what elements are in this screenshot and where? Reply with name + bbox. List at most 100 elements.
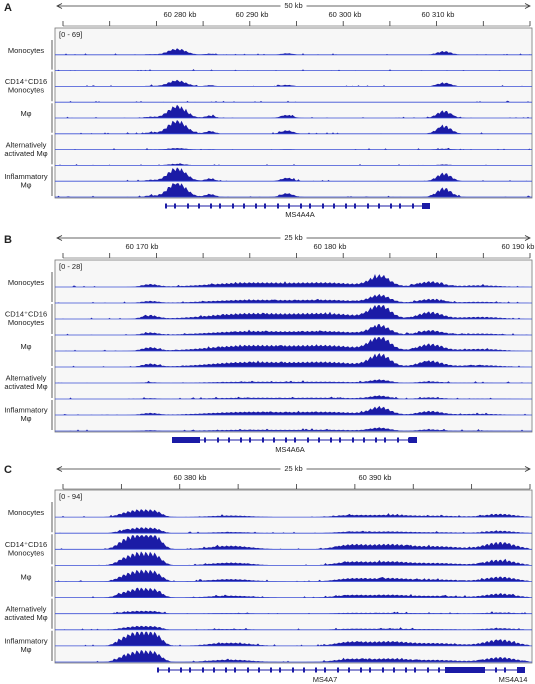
coverage-track — [57, 551, 530, 566]
coverage-track — [57, 324, 530, 335]
exon — [309, 203, 311, 209]
ruler-label: 60 310 kb — [422, 10, 455, 19]
exon — [213, 667, 215, 673]
exon — [384, 437, 386, 443]
ruler-label: 60 390 kb — [359, 473, 392, 482]
ruler-arrows — [56, 235, 531, 241]
ruler-arrows — [56, 466, 531, 472]
exon — [292, 667, 294, 673]
exon — [315, 667, 317, 673]
exon — [307, 437, 309, 443]
coverage-track — [57, 509, 530, 518]
gene-name: MS4A7 — [313, 675, 338, 684]
group-label: Mφ — [20, 572, 31, 581]
exon — [243, 203, 245, 209]
group-label: Alternatively — [6, 140, 47, 149]
data-range: [0 - 69] — [59, 30, 82, 39]
group-label: Inflammatory — [4, 406, 48, 415]
scale-bg — [280, 464, 307, 474]
exon — [294, 437, 296, 443]
exon — [189, 667, 191, 673]
group-label: Monocytes — [8, 86, 45, 95]
exon — [354, 203, 356, 209]
panel-label: C — [4, 464, 12, 476]
coverage-track — [57, 353, 530, 367]
coverage-track — [57, 48, 530, 55]
exon — [277, 203, 279, 209]
group-label: Mφ — [20, 180, 31, 189]
group-label: activated Mφ — [4, 382, 47, 391]
exon — [187, 203, 189, 209]
exon — [279, 667, 281, 673]
exon — [495, 667, 497, 673]
coverage-track — [57, 587, 530, 598]
group-label: Monocytes — [8, 46, 45, 55]
ruler-arrows — [56, 3, 531, 9]
group-label: Alternatively — [6, 374, 47, 383]
gene-name: MS4A6A — [275, 445, 305, 454]
exon — [333, 203, 335, 209]
exon — [285, 437, 287, 443]
group-label: Mφ — [20, 109, 31, 118]
scale-bg — [280, 233, 307, 243]
exon — [174, 203, 176, 209]
coverage-track — [57, 163, 530, 166]
group-label: CD14⁺CD16 — [5, 310, 47, 319]
exon — [390, 203, 392, 209]
group-label: Monocytes — [8, 549, 45, 558]
group-label: Monocytes — [8, 278, 45, 287]
coverage-track — [57, 147, 530, 150]
scale-bg — [280, 1, 307, 11]
gene-name: MS4A14 — [499, 675, 528, 684]
exon — [273, 437, 275, 443]
group-label: activated Mφ — [4, 149, 47, 158]
exon — [517, 667, 525, 673]
coverage-track — [57, 293, 530, 303]
exon — [232, 203, 234, 209]
exon — [409, 437, 417, 443]
exon — [352, 437, 354, 443]
exon — [382, 667, 384, 673]
coverage-track — [57, 535, 530, 550]
group-label: Inflammatory — [4, 172, 48, 181]
exon — [330, 437, 332, 443]
ruler-label: 60 180 kb — [314, 242, 347, 251]
ruler-label: 60 380 kb — [174, 473, 207, 482]
exon — [228, 437, 230, 443]
exon — [367, 203, 369, 209]
data-range: [0 - 94] — [59, 492, 82, 501]
exon — [255, 203, 257, 209]
exon — [414, 667, 416, 673]
exon — [393, 667, 395, 673]
exon — [397, 437, 399, 443]
ruler-label: 60 170 kb — [126, 242, 159, 251]
coverage-track — [57, 274, 530, 287]
coverage-track — [57, 631, 530, 646]
ruler-label: 60 300 kb — [329, 10, 362, 19]
ruler-label: 60 190 kb — [502, 242, 535, 251]
exon — [264, 203, 266, 209]
group-label: CD14⁺CD16 — [5, 77, 47, 86]
exon — [180, 667, 182, 673]
ruler-label: 60 290 kb — [236, 10, 269, 19]
exon — [270, 667, 272, 673]
group-label: CD14⁺CD16 — [5, 540, 47, 549]
exon — [360, 667, 362, 673]
coverage-track — [57, 167, 530, 182]
group-label: Inflammatory — [4, 637, 48, 646]
group-label: Mφ — [20, 414, 31, 423]
scale-label: 25 kb — [284, 233, 302, 242]
exon — [378, 203, 380, 209]
exon — [363, 437, 365, 443]
exon — [369, 667, 371, 673]
exon — [322, 203, 324, 209]
scale-label: 50 kb — [284, 1, 302, 10]
exon — [210, 203, 212, 209]
exon — [324, 667, 326, 673]
exon — [157, 667, 159, 673]
coverage-track — [57, 120, 530, 134]
exon — [337, 667, 339, 673]
exon — [225, 667, 227, 673]
coverage-track — [57, 405, 530, 415]
